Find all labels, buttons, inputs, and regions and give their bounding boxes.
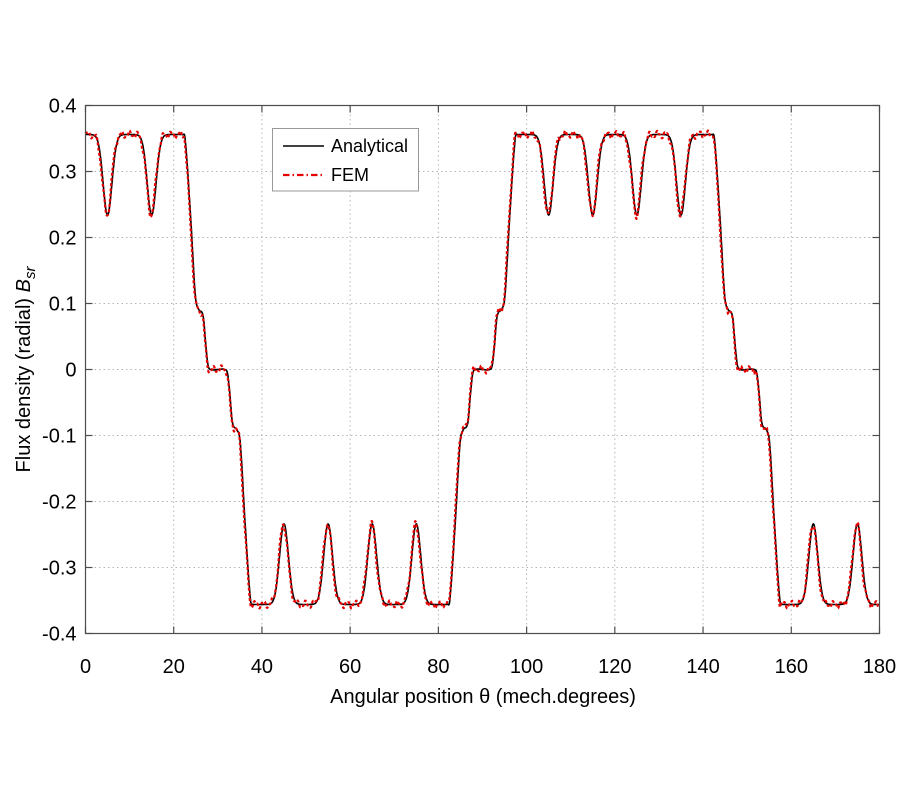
x-axis-label: Angular position θ (mech.degrees) [330,686,636,708]
x-tick-label: 100 [510,656,543,678]
x-tick-label: 0 [80,656,91,678]
legend-label-analytical: Analytical [331,136,408,156]
x-tick-label: 20 [163,656,185,678]
x-tick-label: 120 [598,656,631,678]
legend-entry-fem: FEM [283,165,369,185]
y-tick-label: -0.1 [42,426,76,448]
x-tick-label: 160 [775,656,808,678]
y-tick-label: 0.4 [49,96,77,118]
y-tick-label: 0 [65,360,76,382]
y-tick-label: 0.1 [49,294,77,316]
x-tick-label: 180 [863,656,896,678]
y-axis-label: Flux density (radial) Bsr [13,266,39,473]
legend-entry-analytical: Analytical [283,136,408,156]
y-tick-label: -0.3 [42,558,76,580]
y-axis-label-subscript: sr [22,266,39,280]
y-axis-label-text: Flux density (radial) [13,292,35,472]
series-layer [84,129,881,610]
tick-labels: 0 20 40 60 80 100 120 140 160 1800.40.30.20.10-0.… [42,96,896,679]
legend: Analytical FEM [272,128,419,192]
y-tick-label: 0.2 [49,228,77,250]
legend-label-fem: FEM [331,165,369,185]
legend-box [272,128,419,192]
x-tick-label: 40 [251,656,273,678]
series-fem-line [84,129,881,610]
x-tick-label: 140 [686,656,719,678]
y-axis-label-symbol: B [13,279,35,292]
y-tick-label: 0.3 [49,162,77,184]
y-tick-label: -0.2 [42,492,76,514]
y-tick-label: -0.4 [42,624,76,646]
axis-ticks [84,104,881,635]
x-tick-label: 60 [339,656,361,678]
x-tick-label: 80 [427,656,449,678]
